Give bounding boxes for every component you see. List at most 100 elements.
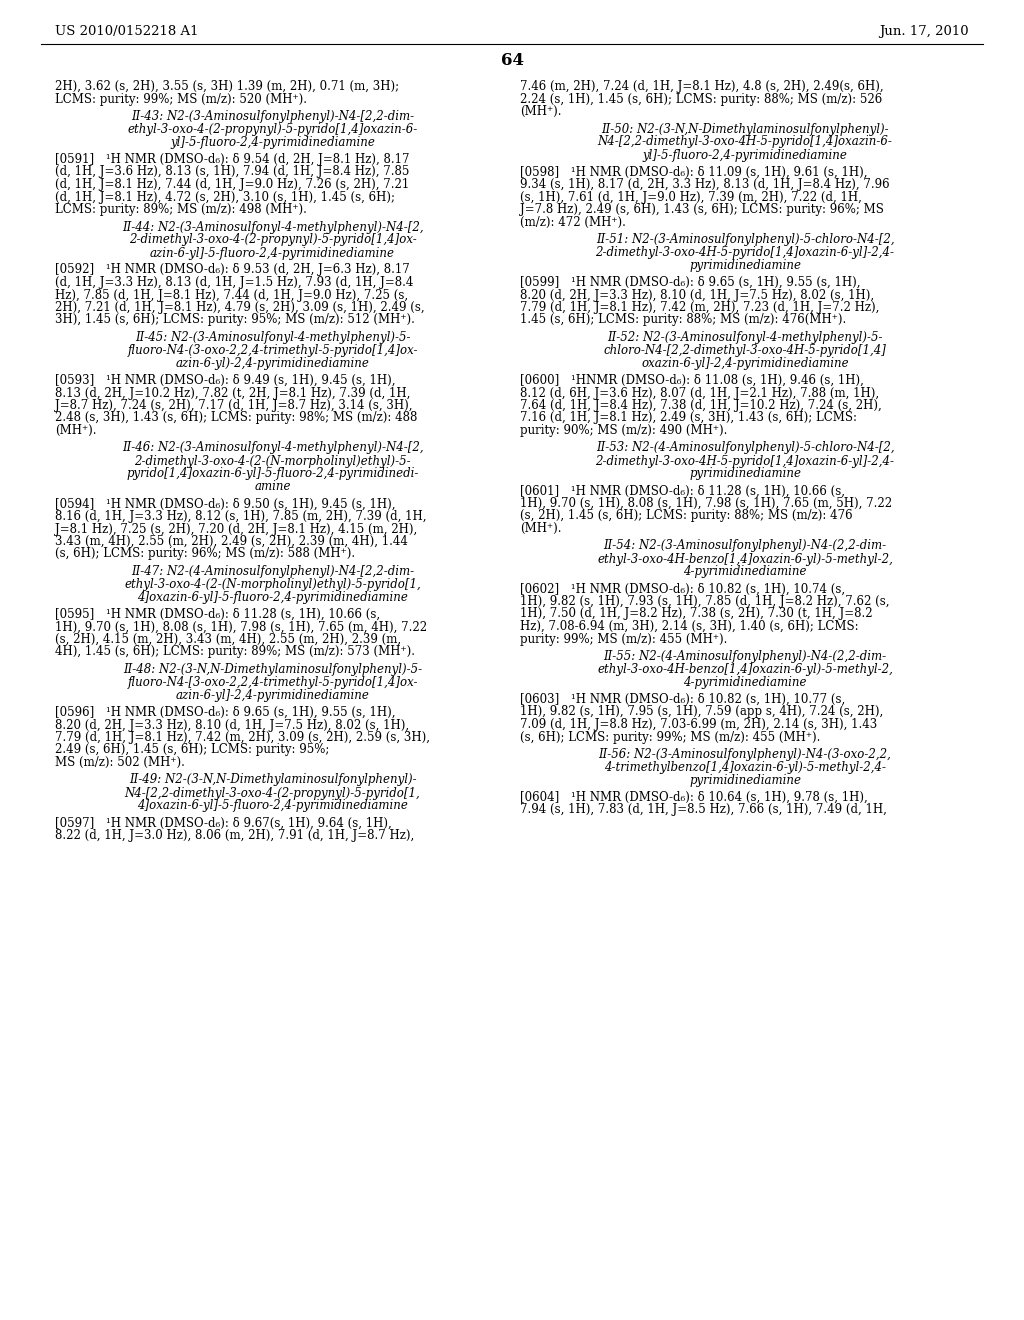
Text: 2-dimethyl-3-oxo-4-(2-propynyl)-5-pyrido[1,4]ox-: 2-dimethyl-3-oxo-4-(2-propynyl)-5-pyrido… <box>129 234 417 247</box>
Text: [0601] ¹H NMR (DMSO-d₆): δ 11.28 (s, 1H), 10.66 (s,: [0601] ¹H NMR (DMSO-d₆): δ 11.28 (s, 1H)… <box>520 484 845 498</box>
Text: II-45: N2-(3-Aminosulfonyl-4-methylphenyl)-5-: II-45: N2-(3-Aminosulfonyl-4-methylpheny… <box>135 331 411 345</box>
Text: (s, 2H), 4.15 (m, 2H), 3.43 (m, 4H), 2.55 (m, 2H), 2.39 (m,: (s, 2H), 4.15 (m, 2H), 3.43 (m, 4H), 2.5… <box>55 634 401 645</box>
Text: fluoro-N4-(3-oxo-2,2,4-trimethyl-5-pyrido[1,4]ox-: fluoro-N4-(3-oxo-2,2,4-trimethyl-5-pyrid… <box>127 345 418 356</box>
Text: 2.24 (s, 1H), 1.45 (s, 6H); LCMS: purity: 88%; MS (m/z): 526: 2.24 (s, 1H), 1.45 (s, 6H); LCMS: purity… <box>520 92 883 106</box>
Text: N4-[2,2-dimethyl-3-oxo-4H-5-pyrido[1,4]oxazin-6-: N4-[2,2-dimethyl-3-oxo-4H-5-pyrido[1,4]o… <box>598 136 893 149</box>
Text: 7.09 (d, 1H, J=8.8 Hz), 7.03-6.99 (m, 2H), 2.14 (s, 3H), 1.43: 7.09 (d, 1H, J=8.8 Hz), 7.03-6.99 (m, 2H… <box>520 718 878 731</box>
Text: azin-6-yl]-5-fluoro-2,4-pyrimidinediamine: azin-6-yl]-5-fluoro-2,4-pyrimidinediamin… <box>150 247 395 260</box>
Text: fluoro-N4-[3-oxo-2,2,4-trimethyl-5-pyrido[1,4]ox-: fluoro-N4-[3-oxo-2,2,4-trimethyl-5-pyrid… <box>127 676 418 689</box>
Text: pyrimidinediamine: pyrimidinediamine <box>689 259 801 272</box>
Text: 8.13 (d, 2H, J=10.2 Hz), 7.82 (t, 2H, J=8.1 Hz), 7.39 (d, 1H,: 8.13 (d, 2H, J=10.2 Hz), 7.82 (t, 2H, J=… <box>55 387 411 400</box>
Text: 2.49 (s, 6H), 1.45 (s, 6H); LCMS: purity: 95%;: 2.49 (s, 6H), 1.45 (s, 6H); LCMS: purity… <box>55 743 330 756</box>
Text: 2-dimethyl-3-oxo-4-(2-(N-morpholinyl)ethyl)-5-: 2-dimethyl-3-oxo-4-(2-(N-morpholinyl)eth… <box>134 454 411 467</box>
Text: (s, 1H), 7.61 (d, 1H, J=9.0 Hz), 7.39 (m, 2H), 7.22 (d, 1H,: (s, 1H), 7.61 (d, 1H, J=9.0 Hz), 7.39 (m… <box>520 190 862 203</box>
Text: 2.48 (s, 3H), 1.43 (s, 6H); LCMS: purity: 98%; MS (m/z): 488: 2.48 (s, 3H), 1.43 (s, 6H); LCMS: purity… <box>55 412 418 425</box>
Text: oxazin-6-yl]-2,4-pyrimidinediamine: oxazin-6-yl]-2,4-pyrimidinediamine <box>641 356 849 370</box>
Text: 7.79 (d, 1H, J=8.1 Hz), 7.42 (m, 2H), 7.23 (d, 1H, J=7.2 Hz),: 7.79 (d, 1H, J=8.1 Hz), 7.42 (m, 2H), 7.… <box>520 301 880 314</box>
Text: pyrimidinediamine: pyrimidinediamine <box>689 467 801 480</box>
Text: 7.64 (d, 1H, J=8.4 Hz), 7.38 (d, 1H, J=10.2 Hz), 7.24 (s, 2H),: 7.64 (d, 1H, J=8.4 Hz), 7.38 (d, 1H, J=1… <box>520 399 882 412</box>
Text: [0592] ¹H NMR (DMSO-d₆): δ 9.53 (d, 2H, J=6.3 Hz), 8.17: [0592] ¹H NMR (DMSO-d₆): δ 9.53 (d, 2H, … <box>55 264 410 276</box>
Text: 4]oxazin-6-yl]-5-fluoro-2,4-pyrimidinediamine: 4]oxazin-6-yl]-5-fluoro-2,4-pyrimidinedi… <box>137 591 408 605</box>
Text: [0595] ¹H NMR (DMSO-d₆): δ 11.28 (s, 1H), 10.66 (s,: [0595] ¹H NMR (DMSO-d₆): δ 11.28 (s, 1H)… <box>55 609 380 620</box>
Text: (MH⁺).: (MH⁺). <box>55 424 96 437</box>
Text: (d, 1H, J=3.6 Hz), 8.13 (s, 1H), 7.94 (d, 1H, J=8.4 Hz), 7.85: (d, 1H, J=3.6 Hz), 8.13 (s, 1H), 7.94 (d… <box>55 165 410 178</box>
Text: MS (m/z): 502 (MH⁺).: MS (m/z): 502 (MH⁺). <box>55 756 185 770</box>
Text: 2H), 3.62 (s, 2H), 3.55 (s, 3H) 1.39 (m, 2H), 0.71 (m, 3H);: 2H), 3.62 (s, 2H), 3.55 (s, 3H) 1.39 (m,… <box>55 81 399 92</box>
Text: 4-trimethylbenzo[1,4]oxazin-6-yl)-5-methyl-2,4-: 4-trimethylbenzo[1,4]oxazin-6-yl)-5-meth… <box>604 762 886 774</box>
Text: 2-dimethyl-3-oxo-4H-5-pyrido[1,4]oxazin-6-yl]-2,4-: 2-dimethyl-3-oxo-4H-5-pyrido[1,4]oxazin-… <box>596 454 895 467</box>
Text: 7.46 (m, 2H), 7.24 (d, 1H, J=8.1 Hz), 4.8 (s, 2H), 2.49(s, 6H),: 7.46 (m, 2H), 7.24 (d, 1H, J=8.1 Hz), 4.… <box>520 81 884 92</box>
Text: II-49: N2-(3-N,N-Dimethylaminosulfonylphenyl)-: II-49: N2-(3-N,N-Dimethylaminosulfonylph… <box>129 774 417 787</box>
Text: 7.79 (d, 1H, J=8.1 Hz), 7.42 (m, 2H), 3.09 (s, 2H), 2.59 (s, 3H),: 7.79 (d, 1H, J=8.1 Hz), 7.42 (m, 2H), 3.… <box>55 731 430 744</box>
Text: 3H), 1.45 (s, 6H); LCMS: purity: 95%; MS (m/z): 512 (MH⁺).: 3H), 1.45 (s, 6H); LCMS: purity: 95%; MS… <box>55 314 415 326</box>
Text: II-52: N2-(3-Aminosulfonyl-4-methylphenyl)-5-: II-52: N2-(3-Aminosulfonyl-4-methylpheny… <box>607 331 883 345</box>
Text: US 2010/0152218 A1: US 2010/0152218 A1 <box>55 25 199 38</box>
Text: II-50: N2-(3-N,N-Dimethylaminosulfonylphenyl)-: II-50: N2-(3-N,N-Dimethylaminosulfonylph… <box>601 123 889 136</box>
Text: purity: 90%; MS (m/z): 490 (MH⁺).: purity: 90%; MS (m/z): 490 (MH⁺). <box>520 424 727 437</box>
Text: (s, 2H), 1.45 (s, 6H); LCMS: purity: 88%; MS (m/z): 476: (s, 2H), 1.45 (s, 6H); LCMS: purity: 88%… <box>520 510 853 523</box>
Text: II-51: N2-(3-Aminosulfonylphenyl)-5-chloro-N4-[2,: II-51: N2-(3-Aminosulfonylphenyl)-5-chlo… <box>596 234 894 246</box>
Text: [0598] ¹H NMR (DMSO-d₆): δ 11.09 (s, 1H), 9.61 (s, 1H),: [0598] ¹H NMR (DMSO-d₆): δ 11.09 (s, 1H)… <box>520 165 867 178</box>
Text: 1H), 9.70 (s, 1H), 8.08 (s, 1H), 7.98 (s, 1H), 7.65 (m, 4H), 7.22: 1H), 9.70 (s, 1H), 8.08 (s, 1H), 7.98 (s… <box>55 620 427 634</box>
Text: (d, 1H, J=8.1 Hz), 4.72 (s, 2H), 3.10 (s, 1H), 1.45 (s, 6H);: (d, 1H, J=8.1 Hz), 4.72 (s, 2H), 3.10 (s… <box>55 190 395 203</box>
Text: 3.43 (m, 4H), 2.55 (m, 2H), 2.49 (s, 2H), 2.39 (m, 4H), 1.44: 3.43 (m, 4H), 2.55 (m, 2H), 2.49 (s, 2H)… <box>55 535 408 548</box>
Text: (d, 1H, J=3.3 Hz), 8.13 (d, 1H, J=1.5 Hz), 7.93 (d, 1H, J=8.4: (d, 1H, J=3.3 Hz), 8.13 (d, 1H, J=1.5 Hz… <box>55 276 414 289</box>
Text: (s, 6H); LCMS: purity: 99%; MS (m/z): 455 (MH⁺).: (s, 6H); LCMS: purity: 99%; MS (m/z): 45… <box>520 730 820 743</box>
Text: J=8.7 Hz), 7.24 (s, 2H), 7.17 (d, 1H, J=8.7 Hz), 3.14 (s, 3H),: J=8.7 Hz), 7.24 (s, 2H), 7.17 (d, 1H, J=… <box>55 399 413 412</box>
Text: (m/z): 472 (MH⁺).: (m/z): 472 (MH⁺). <box>520 215 626 228</box>
Text: 8.20 (d, 2H, J=3.3 Hz), 8.10 (d, 1H, J=7.5 Hz), 8.02 (s, 1H),: 8.20 (d, 2H, J=3.3 Hz), 8.10 (d, 1H, J=7… <box>520 289 874 301</box>
Text: J=8.1 Hz), 7.25 (s, 2H), 7.20 (d, 2H, J=8.1 Hz), 4.15 (m, 2H),: J=8.1 Hz), 7.25 (s, 2H), 7.20 (d, 2H, J=… <box>55 523 417 536</box>
Text: 4]oxazin-6-yl]-5-fluoro-2,4-pyrimidinediamine: 4]oxazin-6-yl]-5-fluoro-2,4-pyrimidinedi… <box>137 800 408 813</box>
Text: Hz), 7.08-6.94 (m, 3H), 2.14 (s, 3H), 1.40 (s, 6H); LCMS:: Hz), 7.08-6.94 (m, 3H), 2.14 (s, 3H), 1.… <box>520 620 859 634</box>
Text: LCMS: purity: 99%; MS (m/z): 520 (MH⁺).: LCMS: purity: 99%; MS (m/z): 520 (MH⁺). <box>55 92 307 106</box>
Text: 2-dimethyl-3-oxo-4H-5-pyrido[1,4]oxazin-6-yl]-2,4-: 2-dimethyl-3-oxo-4H-5-pyrido[1,4]oxazin-… <box>596 246 895 259</box>
Text: [0602] ¹H NMR (DMSO-d₆): δ 10.82 (s, 1H), 10.74 (s,: [0602] ¹H NMR (DMSO-d₆): δ 10.82 (s, 1H)… <box>520 582 845 595</box>
Text: ethyl-3-oxo-4-(2-(N-morpholinyl)ethyl)-5-pyrido[1,: ethyl-3-oxo-4-(2-(N-morpholinyl)ethyl)-5… <box>124 578 421 591</box>
Text: 4-pyrimidinediamine: 4-pyrimidinediamine <box>683 676 807 689</box>
Text: [0593] ¹H NMR (DMSO-d₆): δ 9.49 (s, 1H), 9.45 (s, 1H),: [0593] ¹H NMR (DMSO-d₆): δ 9.49 (s, 1H),… <box>55 374 395 387</box>
Text: 1.45 (s, 6H); LCMS: purity: 88%; MS (m/z): 476(MH⁺).: 1.45 (s, 6H); LCMS: purity: 88%; MS (m/z… <box>520 314 846 326</box>
Text: II-55: N2-(4-Aminosulfonylphenyl)-N4-(2,2-dim-: II-55: N2-(4-Aminosulfonylphenyl)-N4-(2,… <box>603 649 887 663</box>
Text: (MH⁺).: (MH⁺). <box>520 521 561 535</box>
Text: LCMS: purity: 89%; MS (m/z): 498 (MH⁺).: LCMS: purity: 89%; MS (m/z): 498 (MH⁺). <box>55 203 307 216</box>
Text: azin-6-yl)-2,4-pyrimidinediamine: azin-6-yl)-2,4-pyrimidinediamine <box>175 356 370 370</box>
Text: II-47: N2-(4-Aminosulfonylphenyl)-N4-[2,2-dim-: II-47: N2-(4-Aminosulfonylphenyl)-N4-[2,… <box>131 565 414 578</box>
Text: II-46: N2-(3-Aminosulfonyl-4-methylphenyl)-N4-[2,: II-46: N2-(3-Aminosulfonyl-4-methylpheny… <box>122 441 423 454</box>
Text: ethyl-3-oxo-4H-benzo[1,4]oxazin-6-yl)-5-methyl-2,: ethyl-3-oxo-4H-benzo[1,4]oxazin-6-yl)-5-… <box>597 663 893 676</box>
Text: 1H), 9.82 (s, 1H), 7.93 (s, 1H), 7.85 (d, 1H, J=8.2 Hz), 7.62 (s,: 1H), 9.82 (s, 1H), 7.93 (s, 1H), 7.85 (d… <box>520 595 890 609</box>
Text: [0597] ¹H NMR (DMSO-d₆): δ 9.67(s, 1H), 9.64 (s, 1H),: [0597] ¹H NMR (DMSO-d₆): δ 9.67(s, 1H), … <box>55 817 392 829</box>
Text: Jun. 17, 2010: Jun. 17, 2010 <box>880 25 969 38</box>
Text: II-43: N2-(3-Aminosulfonylphenyl)-N4-[2,2-dim-: II-43: N2-(3-Aminosulfonylphenyl)-N4-[2,… <box>131 110 414 123</box>
Text: 7.16 (d, 1H, J=8.1 Hz), 2.49 (s, 3H), 1.43 (s, 6H); LCMS:: 7.16 (d, 1H, J=8.1 Hz), 2.49 (s, 3H), 1.… <box>520 412 857 425</box>
Text: (s, 6H); LCMS: purity: 96%; MS (m/z): 588 (MH⁺).: (s, 6H); LCMS: purity: 96%; MS (m/z): 58… <box>55 548 355 561</box>
Text: 64: 64 <box>501 51 523 69</box>
Text: yl]-5-fluoro-2,4-pyrimidinediamine: yl]-5-fluoro-2,4-pyrimidinediamine <box>170 136 375 149</box>
Text: 2H), 7.21 (d, 1H, J=8.1 Hz), 4.79 (s, 2H), 3.09 (s, 1H), 2.49 (s,: 2H), 7.21 (d, 1H, J=8.1 Hz), 4.79 (s, 2H… <box>55 301 425 314</box>
Text: 1H), 7.50 (d, 1H, J=8.2 Hz), 7.38 (s, 2H), 7.30 (t, 1H, J=8.2: 1H), 7.50 (d, 1H, J=8.2 Hz), 7.38 (s, 2H… <box>520 607 872 620</box>
Text: [0594] ¹H NMR (DMSO-d₆): δ 9.50 (s, 1H), 9.45 (s, 1H),: [0594] ¹H NMR (DMSO-d₆): δ 9.50 (s, 1H),… <box>55 498 395 511</box>
Text: 7.94 (s, 1H), 7.83 (d, 1H, J=8.5 Hz), 7.66 (s, 1H), 7.49 (d, 1H,: 7.94 (s, 1H), 7.83 (d, 1H, J=8.5 Hz), 7.… <box>520 804 887 817</box>
Text: (d, 1H, J=8.1 Hz), 7.44 (d, 1H, J=9.0 Hz), 7.26 (s, 2H), 7.21: (d, 1H, J=8.1 Hz), 7.44 (d, 1H, J=9.0 Hz… <box>55 178 410 191</box>
Text: 4-pyrimidinediamine: 4-pyrimidinediamine <box>683 565 807 578</box>
Text: 1H), 9.82 (s, 1H), 7.95 (s, 1H), 7.59 (app s, 4H), 7.24 (s, 2H),: 1H), 9.82 (s, 1H), 7.95 (s, 1H), 7.59 (a… <box>520 705 884 718</box>
Text: 8.16 (d, 1H, J=3.3 Hz), 8.12 (s, 1H), 7.85 (m, 2H), 7.39 (d, 1H,: 8.16 (d, 1H, J=3.3 Hz), 8.12 (s, 1H), 7.… <box>55 510 427 523</box>
Text: yl]-5-fluoro-2,4-pyrimidinediamine: yl]-5-fluoro-2,4-pyrimidinediamine <box>643 149 848 161</box>
Text: 8.22 (d, 1H, J=3.0 Hz), 8.06 (m, 2H), 7.91 (d, 1H, J=8.7 Hz),: 8.22 (d, 1H, J=3.0 Hz), 8.06 (m, 2H), 7.… <box>55 829 415 842</box>
Text: II-48: N2-(3-N,N-Dimethylaminosulfonylphenyl)-5-: II-48: N2-(3-N,N-Dimethylaminosulfonylph… <box>123 663 422 676</box>
Text: II-54: N2-(3-Aminosulfonylphenyl)-N4-(2,2-dim-: II-54: N2-(3-Aminosulfonylphenyl)-N4-(2,… <box>603 540 887 553</box>
Text: II-56: N2-(3-Aminosulfonylphenyl)-N4-(3-oxo-2,2,: II-56: N2-(3-Aminosulfonylphenyl)-N4-(3-… <box>599 748 892 762</box>
Text: azin-6-yl]-2,4-pyrimidinediamine: azin-6-yl]-2,4-pyrimidinediamine <box>175 689 370 702</box>
Text: ethyl-3-oxo-4-(2-propynyl)-5-pyrido[1,4]oxazin-6-: ethyl-3-oxo-4-(2-propynyl)-5-pyrido[1,4]… <box>127 123 418 136</box>
Text: ethyl-3-oxo-4H-benzo[1,4]oxazin-6-yl)-5-methyl-2,: ethyl-3-oxo-4H-benzo[1,4]oxazin-6-yl)-5-… <box>597 553 893 565</box>
Text: II-53: N2-(4-Aminosulfonylphenyl)-5-chloro-N4-[2,: II-53: N2-(4-Aminosulfonylphenyl)-5-chlo… <box>596 441 894 454</box>
Text: 9.34 (s, 1H), 8.17 (d, 2H, 3.3 Hz), 8.13 (d, 1H, J=8.4 Hz), 7.96: 9.34 (s, 1H), 8.17 (d, 2H, 3.3 Hz), 8.13… <box>520 178 890 191</box>
Text: purity: 99%; MS (m/z): 455 (MH⁺).: purity: 99%; MS (m/z): 455 (MH⁺). <box>520 632 727 645</box>
Text: II-44: N2-(3-Aminosulfonyl-4-methylphenyl)-N4-[2,: II-44: N2-(3-Aminosulfonyl-4-methylpheny… <box>122 220 423 234</box>
Text: [0599] ¹H NMR (DMSO-d₆): δ 9.65 (s, 1H), 9.55 (s, 1H),: [0599] ¹H NMR (DMSO-d₆): δ 9.65 (s, 1H),… <box>520 276 860 289</box>
Text: pyrimidinediamine: pyrimidinediamine <box>689 774 801 787</box>
Text: [0596] ¹H NMR (DMSO-d₆): δ 9.65 (s, 1H), 9.55 (s, 1H),: [0596] ¹H NMR (DMSO-d₆): δ 9.65 (s, 1H),… <box>55 706 395 719</box>
Text: 8.12 (d, 6H, J=3.6 Hz), 8.07 (d, 1H, J=2.1 Hz), 7.88 (m, 1H),: 8.12 (d, 6H, J=3.6 Hz), 8.07 (d, 1H, J=2… <box>520 387 880 400</box>
Text: 4H), 1.45 (s, 6H); LCMS: purity: 89%; MS (m/z): 573 (MH⁺).: 4H), 1.45 (s, 6H); LCMS: purity: 89%; MS… <box>55 645 415 659</box>
Text: Hz), 7.85 (d, 1H, J=8.1 Hz), 7.44 (d, 1H, J=9.0 Hz), 7.25 (s,: Hz), 7.85 (d, 1H, J=8.1 Hz), 7.44 (d, 1H… <box>55 289 409 301</box>
Text: J=7.8 Hz), 2.49 (s, 6H), 1.43 (s, 6H); LCMS: purity: 96%; MS: J=7.8 Hz), 2.49 (s, 6H), 1.43 (s, 6H); L… <box>520 203 884 216</box>
